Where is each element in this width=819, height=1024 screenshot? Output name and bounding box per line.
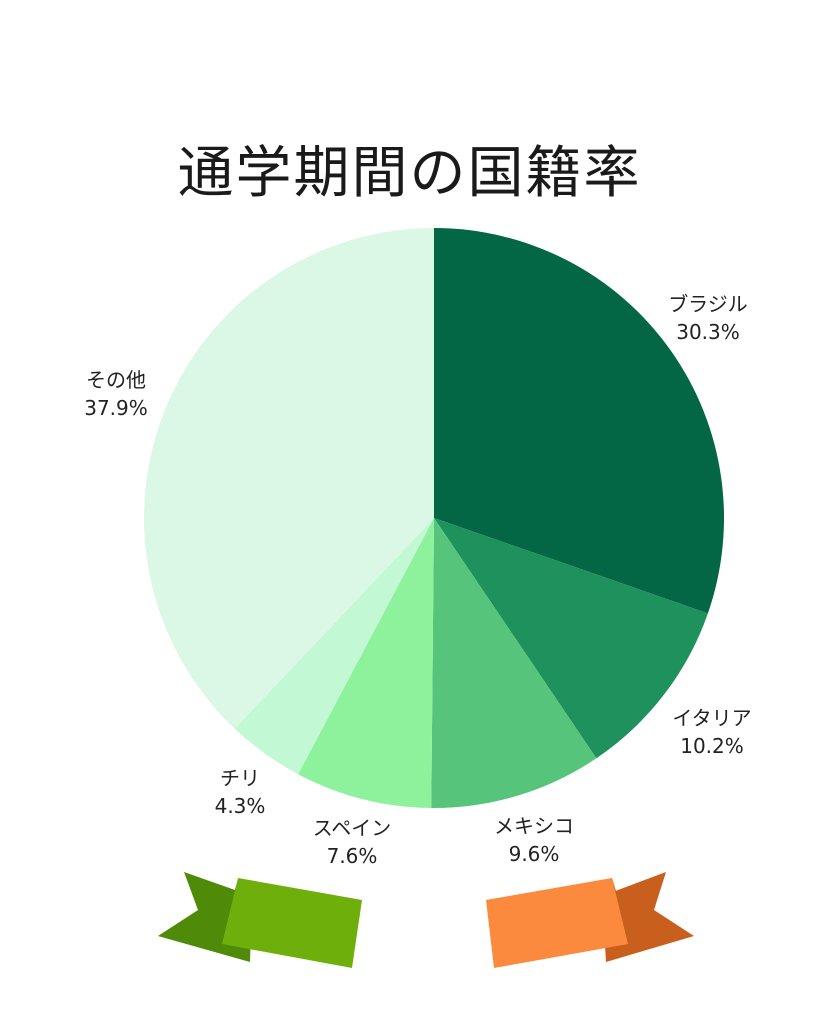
pie-slice-0 (434, 228, 724, 614)
ribbon-left-band (222, 878, 362, 968)
slice-label-other: その他 37.9% (36, 366, 196, 422)
slice-percent: 7.6% (326, 844, 378, 868)
pie-slice-1 (434, 518, 708, 759)
pie-slice-2 (431, 518, 597, 808)
ribbon-right-band (486, 878, 628, 968)
slice-percent: 9.6% (508, 842, 560, 866)
slice-name: ブラジル (668, 292, 748, 316)
slice-label-italy: イタリア 10.2% (632, 704, 792, 760)
slice-percent: 4.3% (214, 794, 266, 818)
slice-percent: 10.2% (680, 734, 744, 758)
slice-name: スペイン (312, 816, 392, 840)
slice-name: チリ (220, 766, 260, 790)
slice-label-mexico: メキシコ 9.6% (454, 812, 614, 868)
pie-slice-3 (298, 518, 434, 808)
slice-name: メキシコ (494, 814, 574, 838)
slice-label-spain: スペイン 7.6% (272, 814, 432, 870)
slice-name: その他 (86, 368, 146, 392)
pie-slices (144, 228, 724, 808)
chart-title: 通学期間の国籍率 (177, 141, 642, 206)
slice-percent: 30.3% (676, 320, 740, 344)
slice-label-brazil: ブラジル 30.3% (628, 290, 788, 346)
slice-percent: 37.9% (84, 396, 148, 420)
slice-label-chile: チリ 4.3% (160, 764, 320, 820)
pie-slice-5 (144, 228, 435, 729)
slice-name: イタリア (672, 706, 752, 730)
pie-slice-4 (234, 518, 434, 775)
